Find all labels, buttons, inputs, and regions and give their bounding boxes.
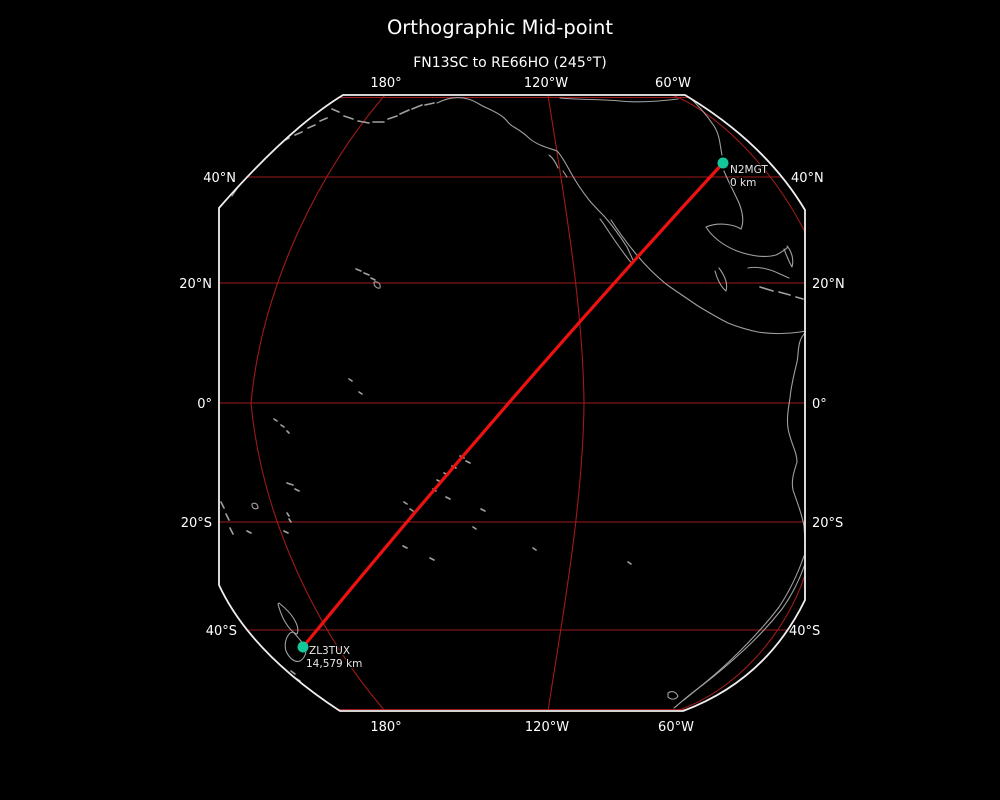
coastline-baja-california xyxy=(599,215,634,263)
coastline-cuba xyxy=(747,266,790,279)
label-n2mgt-callsign: N2MGT xyxy=(730,164,768,176)
tick-top-120w: 120°W xyxy=(524,76,568,91)
label-n2mgt-distance: 0 km xyxy=(730,177,756,189)
coastline-south-america-west xyxy=(786,332,805,542)
tick-left-40s: 40°S xyxy=(206,624,237,639)
tick-left-40n: 40°N xyxy=(203,171,236,186)
marker-end-zl3tux xyxy=(297,641,309,653)
coastline-north-america-east xyxy=(687,95,794,268)
coastline-new-zealand-north-island xyxy=(277,602,299,635)
coastline-patagonia-inner xyxy=(683,560,805,701)
coastline-fiji xyxy=(251,502,259,510)
label-zl3tux-callsign: ZL3TUX xyxy=(309,645,350,657)
tick-left-20s: 20°S xyxy=(181,516,212,531)
coastline-alaska-west-coast xyxy=(436,97,605,217)
great-circle-layer xyxy=(301,161,725,649)
page-title: Orthographic Mid-point xyxy=(387,16,613,39)
tick-bottom-60w: 60°W xyxy=(658,720,694,735)
coastline-yucatan xyxy=(714,267,728,292)
meridian-180 xyxy=(250,95,386,711)
coastline-layer xyxy=(220,95,805,709)
coastline-mexico-central-america xyxy=(610,219,805,335)
page-subtitle: FN13SC to RE66HO (245°T) xyxy=(413,55,607,71)
tick-top-60w: 60°W xyxy=(655,76,691,91)
tick-left-0: 0° xyxy=(197,397,212,412)
coastline-hawaii xyxy=(355,268,376,281)
coastline-patagonia-outer xyxy=(673,555,805,709)
great-circle-path xyxy=(301,161,725,649)
coastline-caribbean-islands xyxy=(759,286,804,300)
meridian-120w xyxy=(547,95,585,711)
tick-right-40n: 40°N xyxy=(791,171,824,186)
tick-top-180: 180° xyxy=(370,76,401,91)
tick-right-0: 0° xyxy=(812,397,827,412)
tick-bottom-180: 180° xyxy=(370,720,401,735)
projection-boundary xyxy=(218,94,806,712)
tick-left-20n: 20°N xyxy=(179,277,212,292)
coastline-patagonia-tip xyxy=(667,691,679,700)
coastline-bc-islands xyxy=(548,154,568,178)
coastline-hawaii-big-island xyxy=(373,281,381,289)
coastline-arctic-edge xyxy=(559,97,679,103)
tick-right-40s: 40°S xyxy=(789,624,820,639)
meridian-60w-lower xyxy=(675,574,805,711)
meridian-60w-upper xyxy=(671,95,805,233)
tick-right-20n: 20°N xyxy=(812,277,845,292)
tick-bottom-120w: 120°W xyxy=(525,720,569,735)
tick-right-20s: 20°S xyxy=(812,516,843,531)
label-zl3tux-distance: 14,579 km xyxy=(306,658,362,670)
graticule-layer xyxy=(219,95,805,711)
marker-start-n2mgt xyxy=(717,157,729,169)
